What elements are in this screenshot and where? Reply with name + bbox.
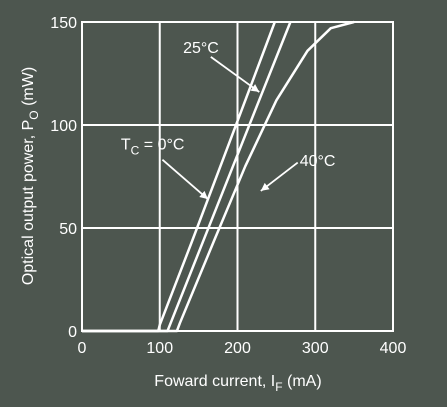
ticks-layer: 0 100 200 300 400 0 50 100 150 [50,15,406,357]
annotation-label-0: 25°C [183,40,219,57]
x-axis-label-sub: F [275,380,282,394]
x-tick-label-0: 0 [78,340,87,357]
y-axis-label-sub: O [27,110,41,119]
annotation-arrow-line-1 [161,159,209,200]
annotation-label-1: TC = 0°C [121,137,185,158]
anno-layer: 25°C TC = 0°C 40°C [121,40,336,200]
y-axis-label-unit: (mW) [20,67,37,111]
y-tick-label-0: 0 [68,324,77,341]
series-line-1 [82,21,292,333]
series-layer [82,20,355,333]
y-axis-label-main: Optical output power, P [20,120,37,285]
y-tick-label-150: 150 [50,15,77,32]
x-tick-label-200: 200 [224,340,251,357]
x-axis-label-unit: (mA) [283,373,322,390]
x-tick-label-100: 100 [146,340,173,357]
x-tick-label-300: 300 [302,340,329,357]
y-axis-label: Optical output power, PO (mW) [20,67,41,285]
x-tick-label-400: 400 [380,340,407,357]
plot-frame [81,21,394,332]
x-axis-label-main: Foward current, I [154,373,275,390]
grid-layer [82,22,393,331]
x-axis-label: Foward current, IF (mA) [154,373,321,394]
annotation-label-2: 40°C [300,153,336,170]
series-line-0 [82,21,276,333]
annotation-arrow-head-1 [199,190,208,200]
annotation-arrow-head-0 [250,84,260,93]
annotation-arrow-line-0 [210,56,260,93]
annotation-arrow-head-2 [260,182,270,191]
series-line-2 [82,20,355,333]
y-tick-label-50: 50 [59,221,77,238]
y-tick-label-100: 100 [50,118,77,135]
